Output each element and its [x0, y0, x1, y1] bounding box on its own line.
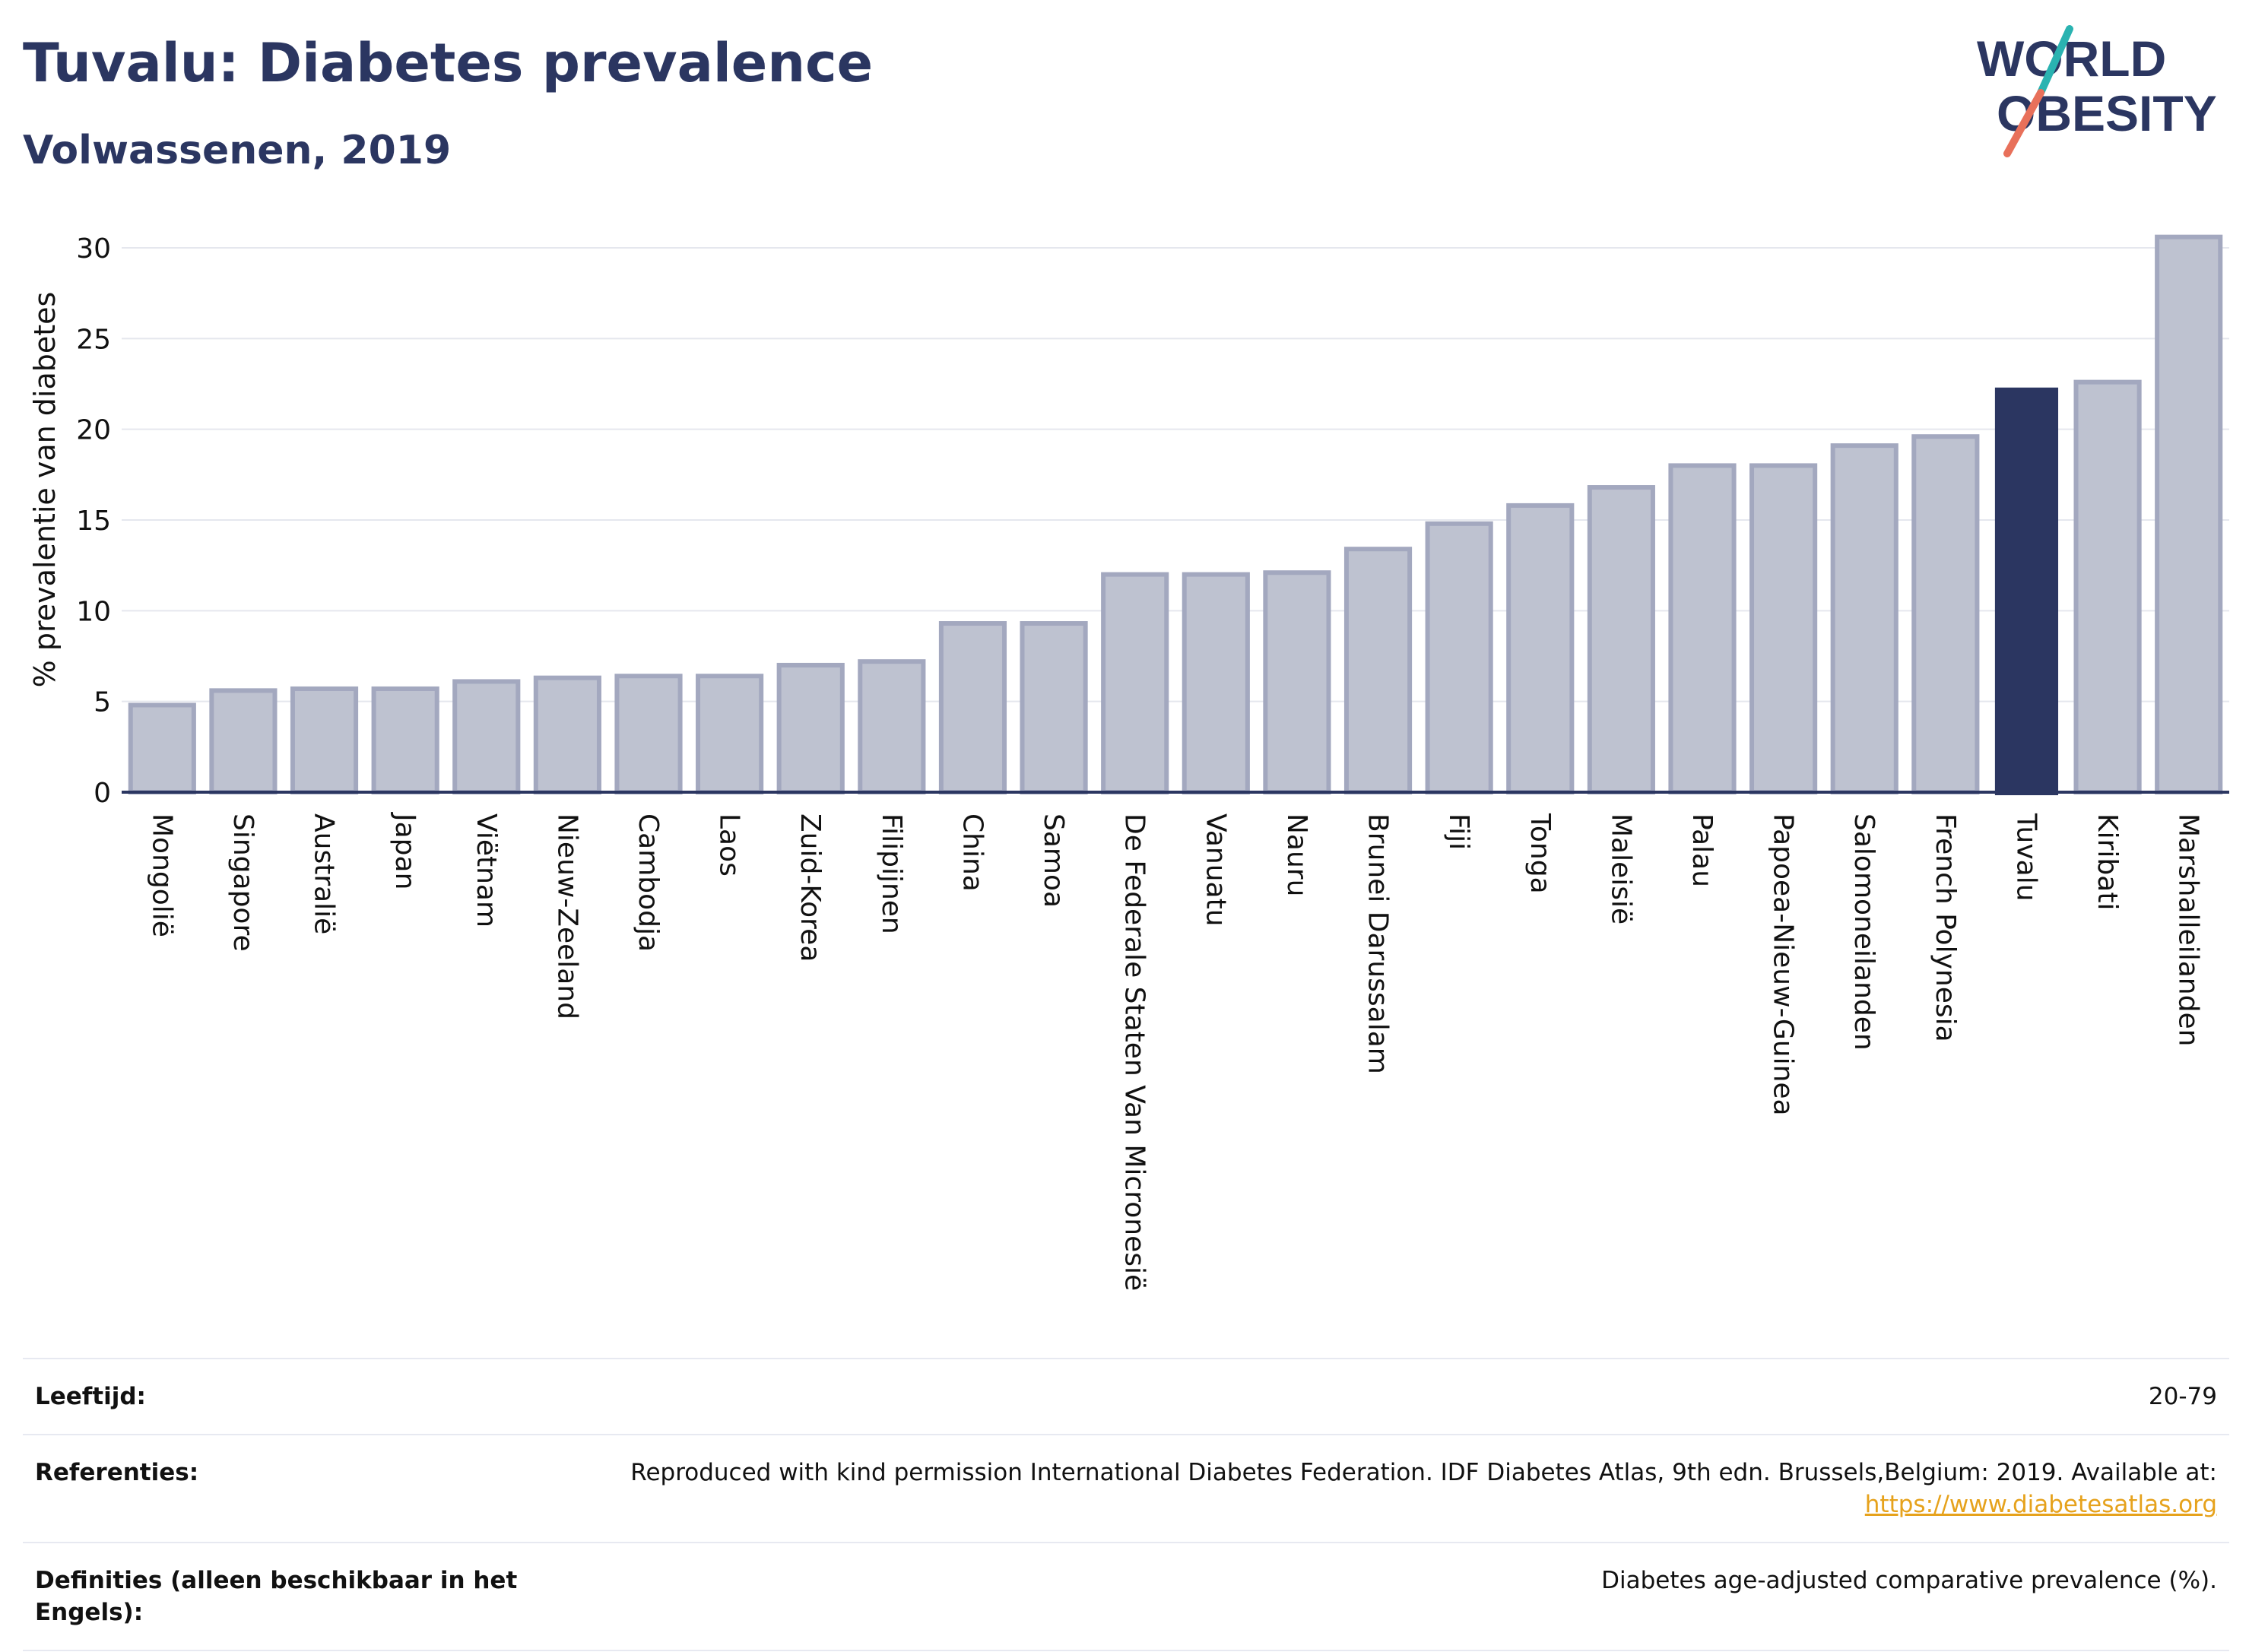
x-tick-label: Marshalleilanden [2173, 813, 2204, 1046]
x-tick-label: Cambodja [633, 813, 664, 952]
x-tick-label: Brunei Darussalam [1362, 813, 1394, 1074]
y-tick-label: 15 [76, 506, 111, 537]
bar-singapore[interactable] [209, 688, 278, 795]
x-tick-label: De Federale Staten Van Micronesië [1119, 813, 1150, 1291]
bar-fiji[interactable] [1425, 521, 1493, 794]
bar-vi-tnam[interactable] [452, 679, 521, 794]
bar-maleisi-[interactable] [1587, 485, 1655, 794]
definitions-label: Definities (alleen beschikbaar in het En… [35, 1567, 518, 1626]
x-tick-label: Nauru [1281, 813, 1312, 896]
bar-tonga[interactable] [1506, 503, 1575, 794]
y-tick-label: 20 [76, 415, 111, 446]
x-tick-label: Laos [714, 813, 745, 877]
bar-kiribati[interactable] [2073, 379, 2142, 794]
x-tick-label: Samoa [1038, 813, 1069, 908]
x-tick-label: China [956, 813, 988, 892]
x-tick-label: Maleisië [1605, 813, 1636, 924]
bar-mongoli-[interactable] [128, 702, 196, 794]
bar-papoea-nieuw-guinea[interactable] [1749, 463, 1818, 795]
x-tick-layer: Mongolië Singapore Australië Japan Viëtnam Ni… [146, 812, 2203, 1291]
world-obesity-logo: WORLD OBESITY [1977, 25, 2217, 157]
info-table: Leeftijd: 20-79 Referenties: Reproduced … [23, 1358, 2229, 1651]
bar-layer [128, 234, 2223, 796]
x-tick-label: Papoea-Nieuw-Guinea [1768, 813, 1799, 1116]
bar-vanuatu[interactable] [1182, 572, 1250, 794]
references-link[interactable]: https://www.diabetesatlas.org [1864, 1491, 2217, 1518]
bar-french-polynesia[interactable] [1911, 434, 1980, 794]
x-tick-label: Australië [309, 813, 340, 934]
info-row-age: Leeftijd: 20-79 [23, 1358, 2229, 1434]
x-tick-label: Mongolië [146, 813, 177, 937]
age-value: 20-79 [2148, 1383, 2217, 1410]
logo-line-1: WORLD [1977, 30, 2166, 87]
references-value: Reproduced with kind permission Internat… [630, 1457, 2217, 1520]
chart-subtitle: Volwassenen, 2019 [23, 128, 452, 173]
x-tick-label: Nieuw-Zeeland [551, 813, 582, 1019]
x-tick-label: Tuvalu [2010, 813, 2041, 902]
y-tick-label: 10 [76, 596, 111, 627]
x-tick-label: Salomoneilanden [1848, 813, 1879, 1051]
bar-nauru[interactable] [1263, 570, 1331, 794]
bar-filipijnen[interactable] [858, 659, 926, 794]
x-tick-label: Vanuatu [1200, 813, 1231, 927]
logo-slash-teal [2037, 25, 2073, 97]
bar-australi-[interactable] [290, 686, 359, 795]
bar-palau[interactable] [1668, 463, 1737, 795]
bar-de-federale-staten-van-micronesi-[interactable] [1101, 572, 1169, 794]
bar-marshalleilanden[interactable] [2155, 234, 2223, 794]
x-tick-label: Palau [1686, 813, 1718, 887]
references-label: Referenties: [35, 1459, 199, 1486]
bar-china[interactable] [938, 621, 1007, 794]
y-tick-label: 30 [76, 233, 111, 265]
x-tick-label: French Polynesia [1930, 813, 1961, 1042]
bar-tuvalu[interactable] [1994, 387, 2059, 796]
x-tick-label: Viëtnam [471, 813, 502, 927]
bar-japan[interactable] [371, 686, 439, 795]
bar-brunei-darussalam[interactable] [1343, 547, 1413, 794]
y-tick-layer: 0 5 10 15 20 25 30 [76, 233, 111, 809]
definitions-value: Diabetes age-adjusted comparative preval… [1601, 1567, 2217, 1594]
y-tick-label: 25 [76, 324, 111, 355]
bar-samoa[interactable] [1020, 621, 1088, 794]
x-tick-label: Japan [389, 812, 420, 889]
bar-cambodja[interactable] [614, 674, 683, 795]
y-tick-label: 5 [94, 687, 111, 718]
x-tick-label: Singapore [227, 813, 259, 952]
bar-chart: 0 5 10 15 20 25 30 Mongolië Singapore Australië J… [28, 233, 2229, 1291]
x-tick-label: Fiji [1443, 813, 1474, 850]
x-tick-label: Filipijnen [876, 813, 907, 934]
logo-slash-coral [2003, 89, 2044, 157]
age-label: Leeftijd: [35, 1383, 146, 1410]
info-row-references: Referenties: Reproduced with kind permis… [23, 1434, 2229, 1542]
references-text: Reproduced with kind permission Internat… [630, 1459, 2217, 1486]
chart-title: Tuvalu: Diabetes prevalence [23, 32, 874, 94]
y-tick-label: 0 [94, 778, 111, 809]
x-tick-label: Tonga [1524, 813, 1556, 894]
y-axis-label: % prevalentie van diabetes [28, 292, 62, 688]
x-tick-label: Zuid-Korea [795, 813, 826, 962]
bar-salomoneilanden[interactable] [1830, 443, 1898, 794]
bar-nieuw-zeeland[interactable] [533, 675, 601, 795]
info-row-definitions: Definities (alleen beschikbaar in het En… [23, 1542, 2229, 1651]
bar-zuid-korea[interactable] [776, 662, 845, 795]
x-tick-label: Kiribati [2092, 813, 2123, 910]
bar-laos[interactable] [696, 674, 764, 795]
